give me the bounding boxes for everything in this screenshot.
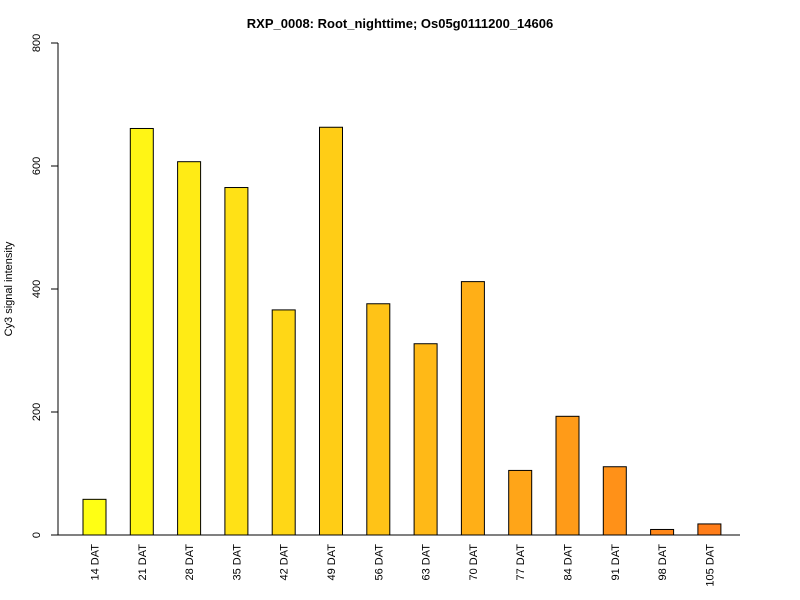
- y-tick-label: 600: [31, 157, 43, 175]
- bar: [82, 498, 107, 536]
- bar: [508, 469, 533, 536]
- y-axis: 0 200 400 600 800: [31, 34, 59, 538]
- x-tick-label: 70 DAT: [468, 544, 480, 581]
- y-tick-label: 0: [31, 532, 43, 538]
- bar: [555, 415, 580, 536]
- x-tick-label: 42 DAT: [279, 544, 291, 581]
- x-tick-label: 105 DAT: [704, 544, 716, 587]
- x-tick-label: 84 DAT: [563, 544, 575, 581]
- x-tick-label: 56 DAT: [373, 544, 385, 581]
- bar: [460, 281, 485, 536]
- x-tick-label: 63 DAT: [421, 544, 433, 581]
- x-tick-label: 21 DAT: [137, 544, 149, 581]
- bar: [697, 523, 722, 536]
- x-tick-label: 35 DAT: [231, 544, 243, 581]
- chart-title: RXP_0008: Root_nighttime; Os05g0111200_1…: [247, 16, 553, 31]
- x-tick-label: 91 DAT: [610, 544, 622, 581]
- bar: [650, 528, 675, 536]
- bar: [602, 466, 627, 536]
- bar: [129, 127, 154, 536]
- x-tick-labels: 14 DAT 21 DAT 28 DAT 35 DAT 42 DAT 49 DAT 56 D…: [90, 544, 717, 587]
- bar: [224, 187, 249, 536]
- x-tick-label: 77 DAT: [515, 544, 527, 581]
- bar: [413, 343, 438, 536]
- bar: [366, 303, 391, 536]
- y-tick-label: 400: [31, 280, 43, 298]
- bars: [82, 126, 722, 536]
- bar: [177, 161, 202, 536]
- y-tick-label: 800: [31, 34, 43, 52]
- bar: [271, 309, 296, 536]
- x-tick-label: 14 DAT: [90, 544, 102, 581]
- x-tick-label: 28 DAT: [184, 544, 196, 581]
- bar: [319, 126, 343, 536]
- y-axis-title: Cy3 signal intensity: [3, 241, 15, 336]
- x-tick-label: 49 DAT: [326, 544, 338, 581]
- x-tick-label: 98 DAT: [657, 544, 669, 581]
- y-tick-label: 200: [31, 403, 43, 421]
